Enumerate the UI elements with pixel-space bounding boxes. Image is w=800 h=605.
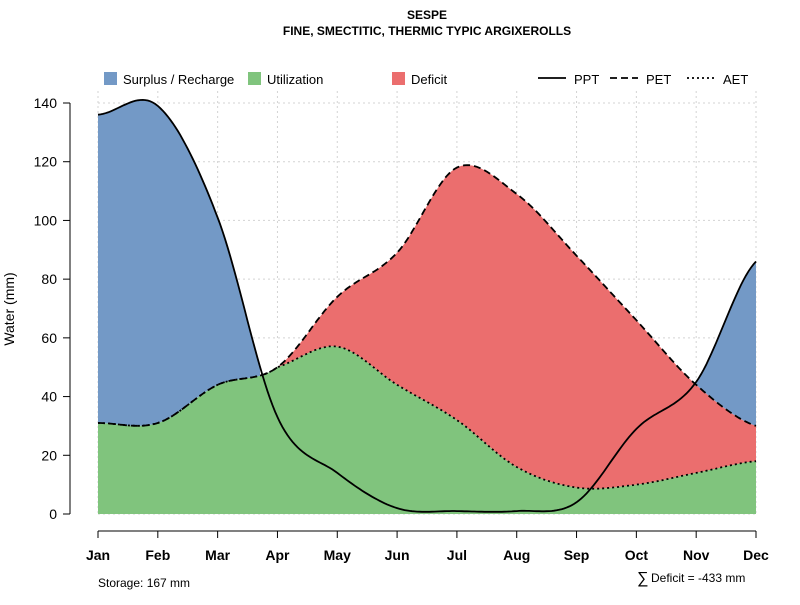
x-tick-label-dec: Dec bbox=[743, 547, 769, 563]
legend-swatch bbox=[104, 72, 117, 85]
sum-icon: ∑ bbox=[637, 570, 648, 587]
ppt-line bbox=[97, 98, 757, 513]
chart-title: SESPE bbox=[407, 8, 447, 22]
x-tick-label-feb: Feb bbox=[145, 547, 170, 563]
x-tick-label-oct: Oct bbox=[625, 547, 649, 563]
y-tick-label: 0 bbox=[49, 506, 57, 522]
legend-item-utilization: Utilization bbox=[248, 72, 323, 87]
axis-layer: 0 20 40 60 80 100 120 140 Jan Feb Mar Apr May Jun Jul A… bbox=[34, 95, 769, 563]
y-tick-label: 20 bbox=[41, 447, 57, 463]
line-layer bbox=[97, 98, 757, 513]
surplus-area bbox=[696, 261, 756, 426]
x-tick-label-may: May bbox=[324, 547, 351, 563]
legend-label: Deficit bbox=[411, 72, 448, 87]
legend-item-deficit: Deficit bbox=[392, 72, 448, 87]
y-tick-label: 120 bbox=[34, 154, 58, 170]
x-tick-label-mar: Mar bbox=[205, 547, 230, 563]
x-tick-label-sep: Sep bbox=[564, 547, 590, 563]
y-tick-label: 60 bbox=[41, 330, 57, 346]
y-tick-label: 140 bbox=[34, 95, 58, 111]
utilization-area bbox=[98, 346, 756, 514]
legend-label: Utilization bbox=[267, 72, 323, 87]
y-axis-label: Water (mm) bbox=[1, 272, 17, 345]
legend: Surplus / Recharge Utilization Deficit PPT P… bbox=[104, 72, 748, 87]
x-tick-label-aug: Aug bbox=[503, 547, 530, 563]
x-tick-label-jun: Jun bbox=[385, 547, 410, 563]
legend-item-pet: PET bbox=[610, 72, 671, 87]
legend-label: PET bbox=[646, 72, 671, 87]
x-tick-label-apr: Apr bbox=[265, 547, 290, 563]
legend-label: Surplus / Recharge bbox=[123, 72, 234, 87]
legend-item-aet: AET bbox=[687, 72, 748, 87]
deficit-area bbox=[98, 165, 756, 489]
area-layer bbox=[98, 99, 756, 514]
legend-item-ppt: PPT bbox=[538, 72, 599, 87]
storage-annotation: Storage: 167 mm bbox=[98, 576, 190, 590]
legend-item-surplus-recharge: Surplus / Recharge bbox=[104, 72, 234, 87]
legend-label: AET bbox=[723, 72, 748, 87]
deficit-annotation: Deficit = -433 mm bbox=[651, 571, 745, 585]
aet-line bbox=[98, 345, 757, 490]
legend-label: PPT bbox=[574, 72, 599, 87]
x-tick-label-jul: Jul bbox=[447, 547, 467, 563]
x-tick-label-nov: Nov bbox=[683, 547, 710, 563]
y-tick-label: 80 bbox=[41, 271, 57, 287]
legend-swatch bbox=[248, 72, 261, 85]
x-tick-label-jan: Jan bbox=[86, 547, 110, 563]
legend-swatch bbox=[392, 72, 405, 85]
surplus-area bbox=[98, 99, 260, 426]
chart-subtitle: FINE, SMECTITIC, THERMIC TYPIC ARGIXEROL… bbox=[283, 24, 571, 38]
y-tick-label: 40 bbox=[41, 389, 57, 405]
y-tick-label: 100 bbox=[34, 212, 58, 228]
